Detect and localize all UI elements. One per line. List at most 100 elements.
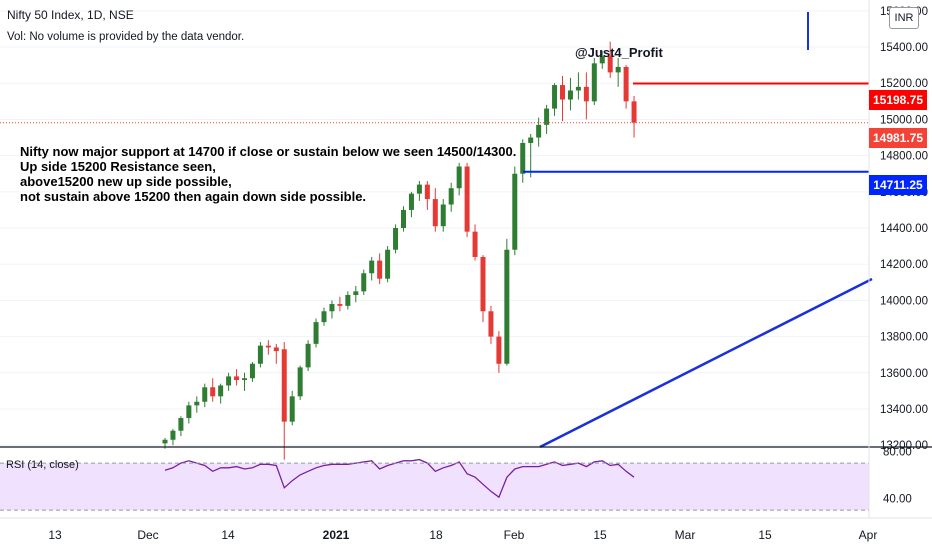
candle-body <box>226 376 232 386</box>
candle-body <box>528 137 534 143</box>
candle-body <box>591 63 597 102</box>
price-axis-labels[interactable]: 13200.00 13400.00 13600.00 13800.00 14000.00… <box>880 6 928 452</box>
candle-body <box>560 85 565 100</box>
candle-body <box>440 204 446 227</box>
candle-body <box>385 249 391 279</box>
rsi-line <box>164 458 635 499</box>
candle-body <box>361 273 367 292</box>
price-tick-label: 14000.00 <box>880 295 928 307</box>
candle-body <box>480 256 486 312</box>
candle-body <box>234 376 240 381</box>
candle-body <box>273 347 279 352</box>
candle-body <box>369 260 375 274</box>
candle-body <box>623 66 629 102</box>
price-grid <box>0 10 869 446</box>
candle-body <box>297 367 303 397</box>
candle-body <box>313 322 319 344</box>
candle-body <box>512 173 518 250</box>
time-tick-label: 14 <box>221 528 235 542</box>
price-tick-label: 14200.00 <box>880 259 928 271</box>
candle-body <box>456 166 462 189</box>
currency-button[interactable]: INR <box>889 7 919 29</box>
time-tick-label: Apr <box>859 528 878 542</box>
candle-body <box>265 345 271 348</box>
resistance-price-label: 15198.75 <box>869 90 927 110</box>
price-tick-label: 13400.00 <box>880 404 928 416</box>
time-tick-label: Dec <box>137 528 158 542</box>
time-tick-label: Feb <box>504 528 525 542</box>
rsi-tick-label: 40.00 <box>883 493 912 505</box>
candle-body <box>194 401 200 406</box>
price-tick-label: 15000.00 <box>880 114 928 126</box>
candle-body <box>162 439 168 444</box>
candle-body <box>631 101 637 123</box>
candle-body <box>218 385 224 397</box>
horizontal-lines <box>0 82 869 173</box>
candle-body <box>552 85 558 109</box>
time-tick-label: 15 <box>758 528 772 542</box>
candle-body <box>615 66 621 73</box>
last-price-label: 14981.75 <box>869 128 927 148</box>
note-line: not sustain above 15200 then again down … <box>20 189 367 204</box>
candle-body <box>377 260 383 279</box>
candle-body <box>575 86 581 91</box>
candle-body <box>337 304 343 306</box>
candle-body <box>544 108 550 125</box>
price-tick-label: 15200.00 <box>880 78 928 90</box>
price-tick-label: 13800.00 <box>880 332 928 344</box>
note-line: Nifty now major support at 14700 if clos… <box>20 144 517 159</box>
candle-body <box>186 405 192 419</box>
candle-body <box>504 249 510 364</box>
rsi-axis-labels: 80.00 40.00 <box>883 446 912 505</box>
price-tick-label: 14800.00 <box>880 151 928 163</box>
candles <box>162 41 637 460</box>
candle-body <box>472 231 478 257</box>
time-tick-label: 18 <box>429 528 443 542</box>
candle-body <box>210 387 216 397</box>
time-axis-labels[interactable]: 13 Dec 14 2021 18 Feb 15 Mar 15 Apr <box>48 528 877 542</box>
candle-body <box>520 142 526 174</box>
price-tick-label: 15400.00 <box>880 42 928 54</box>
candle-body <box>178 418 184 431</box>
candle-body <box>393 228 399 250</box>
candle-body <box>496 336 502 364</box>
rsi-indicator-label[interactable]: RSI (14, close) <box>6 459 79 471</box>
candle-body <box>329 304 335 312</box>
candle-body <box>464 166 470 232</box>
candle-body <box>305 343 311 368</box>
candle-body <box>488 311 494 337</box>
time-tick-label: 13 <box>48 528 62 542</box>
author-watermark: @Just4_Profit <box>575 45 663 60</box>
time-tick-label: 2021 <box>323 528 350 542</box>
price-pane[interactable]: 13200.00 13400.00 13600.00 13800.00 14000.00… <box>0 6 928 460</box>
candle-body <box>536 124 542 138</box>
candle-body <box>401 209 406 229</box>
chart-title: Nifty 50 Index, 1D, NSE <box>7 8 134 22</box>
note-line: Up side 15200 Resistance seen, <box>20 159 216 174</box>
rsi-tick-label: 80.00 <box>883 446 912 458</box>
analysis-note[interactable]: Nifty now major support at 14700 if clos… <box>20 144 516 204</box>
candle-body <box>321 311 327 323</box>
candle-body <box>432 199 438 227</box>
time-tick-label: 15 <box>593 528 607 542</box>
candle-body <box>607 56 613 73</box>
candle-body <box>448 188 454 205</box>
price-tick-label: 13200.00 <box>880 440 928 452</box>
candle-body <box>599 56 605 64</box>
candle-body <box>289 396 295 422</box>
trend-line[interactable] <box>539 277 873 449</box>
candle-body <box>424 184 430 200</box>
candle-body <box>353 291 359 295</box>
candle-body <box>567 90 573 100</box>
support-price-label: 14711.25 <box>869 175 927 195</box>
time-tick-label: Mar <box>675 528 696 542</box>
candle-body <box>170 430 176 440</box>
candle-body <box>281 349 287 422</box>
candle-body <box>202 387 208 402</box>
candle-body <box>257 345 263 364</box>
volume-note: Vol: No volume is provided by the data v… <box>7 31 245 43</box>
candle-body <box>583 86 589 102</box>
candle-body <box>249 363 255 379</box>
note-line: above15200 new up side possible, <box>20 174 232 189</box>
